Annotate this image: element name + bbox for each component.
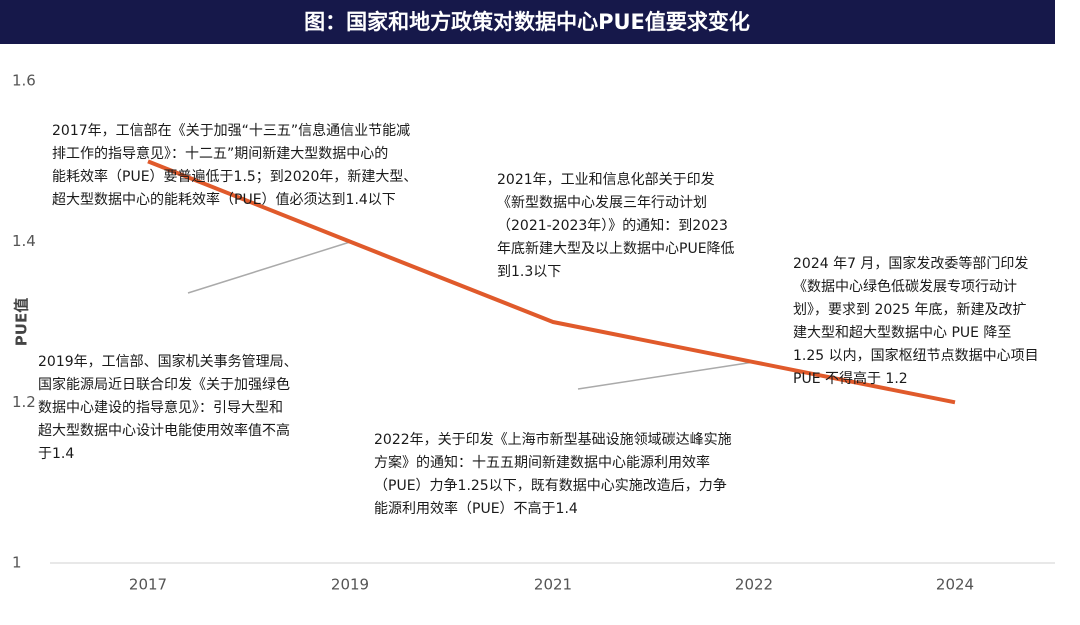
- annotation: 超大型数据中心设计电能使用效率值不高: [38, 422, 290, 439]
- y-tick-label: 1.2: [12, 393, 36, 411]
- x-tick-label: 2022: [735, 576, 773, 594]
- annotation: 国家能源局近日联合印发《关于加强绿色: [38, 376, 290, 393]
- annotation: 超大型数据中心的能耗效率（PUE）值必须达到1.4以下: [52, 191, 396, 208]
- annotation: 于1.4: [38, 446, 74, 462]
- leader-line: [577, 361, 755, 390]
- annotation: 方案》的通知：十五五期间新建数据中心能源利用效率: [374, 454, 710, 471]
- annotation: 《数据中心绿色低碳发展专项行动计: [793, 278, 1017, 295]
- annotation: 《新型数据中心发展三年行动计划: [497, 195, 707, 211]
- annotation: 1.25 以内，国家枢纽节点数据中心项目: [793, 347, 1039, 364]
- annotation: 2019年，工信部、国家机关事务管理局、: [38, 353, 298, 370]
- annotation: 排工作的指导意见》：十二五”期间新建大型数据中心的: [52, 145, 388, 162]
- annotation: 年底新建大型及以上数据中心PUE降低: [497, 241, 735, 257]
- x-tick-label: 2024: [936, 576, 974, 594]
- chart-title: 图：国家和地方政策对数据中心PUE值要求变化: [304, 10, 750, 34]
- annotation: （2021-2023年）》的通知：到2023: [497, 217, 728, 234]
- annotation: 划》，要求到 2025 年底，新建及改扩: [793, 302, 1027, 318]
- leader-line: [187, 241, 351, 294]
- annotation: 2017年，工信部在《关于加强“十三五”信息通信业节能减: [52, 122, 410, 139]
- y-tick-label: 1.4: [12, 232, 36, 250]
- x-tick-label: 2021: [534, 576, 572, 594]
- annotation: 2021年，工业和信息化部关于印发: [497, 171, 715, 188]
- annotation: PUE 不得高于 1.2: [793, 370, 908, 387]
- annotation: （PUE）力争1.25以下，既有数据中心实施改造后，力争: [374, 478, 727, 494]
- annotation: 到1.3以下: [497, 264, 561, 280]
- annotation: 2024 年7 月，国家发改委等部门印发: [793, 255, 1028, 272]
- x-tick-label: 2017: [129, 576, 167, 594]
- y-axis-label: PUE值: [13, 298, 31, 346]
- title-bar: [0, 0, 1055, 44]
- annotation: 2022年，关于印发《上海市新型基础设施领域碳达峰实施: [374, 431, 732, 448]
- y-tick-label: 1.6: [12, 72, 36, 90]
- y-tick-label: 1: [12, 554, 22, 572]
- annotation: 能耗效率（PUE）要普遍低于1.5；到2020年，新建大型、: [52, 168, 417, 185]
- annotation: 数据中心建设的指导意见》：引导大型和: [38, 399, 283, 416]
- annotation: 能源利用效率（PUE）不高于1.4: [374, 500, 578, 517]
- annotation: 建大型和超大型数据中心 PUE 降至: [793, 325, 1011, 341]
- data-line: [147, 159, 956, 405]
- x-tick-label: 2019: [331, 576, 369, 594]
